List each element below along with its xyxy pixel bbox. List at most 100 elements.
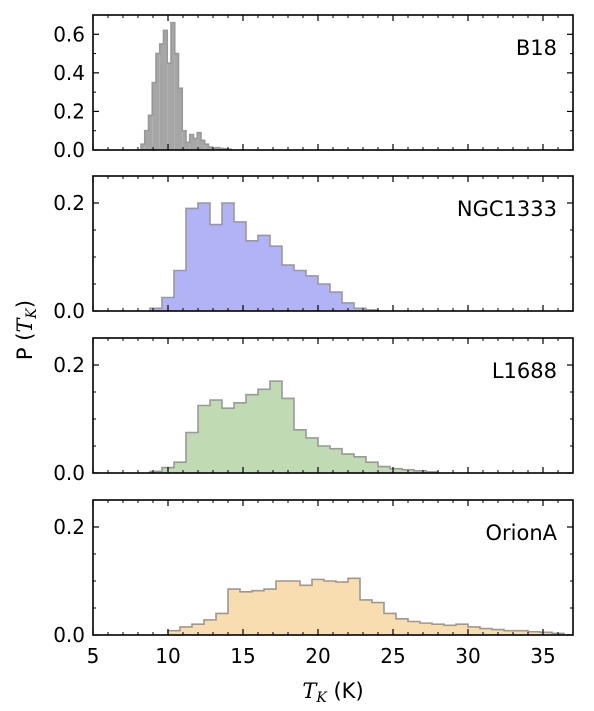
histogram-bar [216,613,228,635]
x-tick-label: 15 [230,644,255,668]
histogram-bar [216,147,220,150]
histogram-bar [240,591,252,635]
histogram-bar [159,43,164,150]
histogram-bar [366,462,378,473]
panel-frame [92,337,574,474]
histogram-outline [140,21,232,150]
histogram-bins [149,202,379,311]
histogram-bar [282,265,294,311]
histogram-bar [168,630,180,635]
histogram-bar [288,581,300,635]
panel-b18: 0.0 0.2 0.4 0.6 B18 [53,14,574,162]
histogram-bar [148,115,153,150]
histogram-bar [204,144,209,150]
histogram-bar [516,630,528,635]
histogram-bar [528,631,540,635]
y-tick-label: 0.6 [53,22,85,46]
histogram-bar [306,275,318,311]
histogram-bar [420,623,432,635]
histogram-bar [234,221,246,311]
histogram-bar [432,624,444,635]
histogram-bar [144,130,149,150]
histogram-bar [174,270,186,311]
histogram-bar [204,619,216,635]
histogram-bar [282,398,294,473]
panel-oriona: 0.0 0.2 OrionA 5 10 15 20 25 30 35 [53,499,574,668]
histogram-bar [212,148,216,150]
histogram-bar [390,468,402,473]
histogram-bar [354,308,366,311]
x-tick-label: 5 [87,644,100,668]
histogram-bar [162,297,174,311]
histogram-bar [468,626,480,635]
histogram-bar [201,140,205,150]
histogram-bar [378,466,390,473]
histogram-bar [360,599,372,635]
y-tick-label: 0.2 [53,353,85,377]
histogram-bar [444,625,456,635]
histogram-bar [228,589,240,635]
histogram-bar [270,381,282,473]
histogram-bar [312,579,324,635]
panel-l1688: 0.0 0.2 L1688 [53,337,574,485]
x-tick-label: 25 [380,644,405,668]
histogram-bar [300,585,312,635]
x-axis-label: TK (K) [302,679,363,706]
histogram-bar [540,632,552,635]
histogram-bar [342,302,354,311]
histogram-bar [197,132,201,150]
histogram-bar [336,582,348,635]
panel-frame [92,499,574,636]
histogram-bar [396,618,408,635]
y-tick-label: 0.2 [53,99,85,123]
x-tick-label: 20 [305,644,330,668]
histogram-bar [178,88,183,150]
histogram-bar [234,402,246,473]
histogram-bar [258,235,270,311]
x-tick-label: 35 [530,644,555,668]
histogram-bar [156,53,160,150]
panel-frame [92,175,574,312]
histogram-bar [222,203,234,311]
histogram-bar [318,284,330,311]
histogram-bar [306,437,318,473]
histogram-bins [149,380,439,473]
histogram-bar [330,448,342,473]
x-tick-label: 30 [455,644,480,668]
histogram-outline [149,380,439,473]
histogram-bar [198,203,210,311]
y-tick-label: 0.2 [53,515,85,539]
histogram-bar [167,63,171,150]
y-tick-label: 0.2 [53,191,85,215]
histogram-bar [330,292,342,311]
histogram-bar [141,144,145,150]
histogram-bar [152,82,156,150]
histogram-bar [504,630,516,635]
histogram-bar [318,446,330,473]
histogram-bar [210,224,222,311]
histogram-bar [163,30,168,150]
histogram-bar [342,454,354,473]
histogram-bar [348,578,360,635]
histogram-outline [149,202,379,311]
panel-ngc1333: 0.0 0.2 NGC1333 [53,175,574,323]
histogram-bar [174,53,179,150]
histogram-bar [150,308,162,311]
histogram-bar [456,624,468,635]
histogram-bar [294,270,306,311]
histogram-bar [246,394,258,473]
histogram-bar [174,462,186,473]
histogram-bar [208,147,213,150]
x-tick-label: 10 [155,644,180,668]
histogram-bar [384,613,396,635]
panel-label: NGC1333 [457,197,557,221]
y-axis-label: P (TK) [13,300,40,360]
histogram-bar [182,130,186,150]
histogram-bar [480,628,492,635]
histogram-bar [150,471,162,473]
histogram-bar [414,470,426,473]
histogram-bar [354,456,366,473]
histogram-bar [252,590,264,635]
